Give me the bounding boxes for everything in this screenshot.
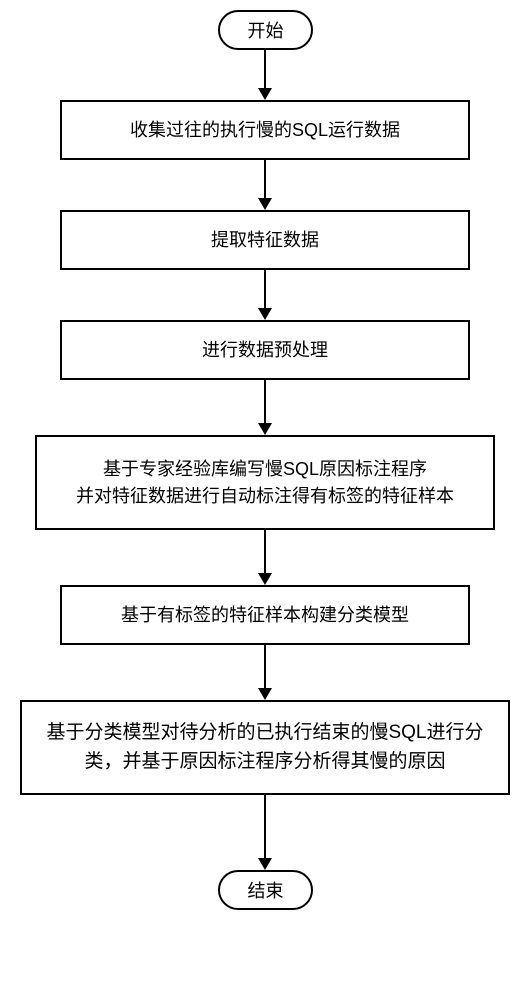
node-s5: 基于有标签的特征样本构建分类模型 (60, 585, 470, 645)
edge-s4-s5-head (258, 573, 272, 585)
node-end-label: 结束 (248, 877, 284, 903)
node-start: 开始 (218, 10, 313, 50)
node-end: 结束 (218, 870, 313, 910)
edge-s1-s2 (264, 160, 266, 198)
edge-s2-s3-head (258, 308, 272, 320)
node-s4-label: 基于专家经验库编写慢SQL原因标注程序 并对特征数据进行自动标注得有标签的特征样… (76, 456, 454, 510)
edge-s6-end (264, 795, 266, 858)
edge-s4-s5 (264, 530, 266, 573)
edge-start-s1 (264, 50, 266, 88)
node-s5-label: 基于有标签的特征样本构建分类模型 (121, 602, 409, 629)
edge-s2-s3 (264, 270, 266, 308)
flowchart-canvas: 开始 收集过往的执行慢的SQL运行数据 提取特征数据 进行数据预处理 基于专家经… (0, 0, 530, 1000)
edge-s3-s4 (264, 380, 266, 423)
node-s2-label: 提取特征数据 (211, 227, 319, 254)
edge-s6-end-head (258, 858, 272, 870)
node-s6: 基于分类模型对待分析的已执行结束的慢SQL进行分类，并基于原因标注程序分析得其慢… (20, 700, 510, 795)
node-s2: 提取特征数据 (60, 210, 470, 270)
edge-s5-s6 (264, 645, 266, 688)
edge-start-s1-head (258, 88, 272, 100)
node-start-label: 开始 (248, 17, 284, 43)
edge-s1-s2-head (258, 198, 272, 210)
node-s6-label: 基于分类模型对待分析的已执行结束的慢SQL进行分类，并基于原因标注程序分析得其慢… (32, 719, 498, 776)
edge-s3-s4-head (258, 423, 272, 435)
node-s3: 进行数据预处理 (60, 320, 470, 380)
node-s4: 基于专家经验库编写慢SQL原因标注程序 并对特征数据进行自动标注得有标签的特征样… (35, 435, 495, 530)
node-s3-label: 进行数据预处理 (202, 337, 328, 364)
edge-s5-s6-head (258, 688, 272, 700)
node-s1: 收集过往的执行慢的SQL运行数据 (60, 100, 470, 160)
node-s1-label: 收集过往的执行慢的SQL运行数据 (130, 117, 400, 144)
